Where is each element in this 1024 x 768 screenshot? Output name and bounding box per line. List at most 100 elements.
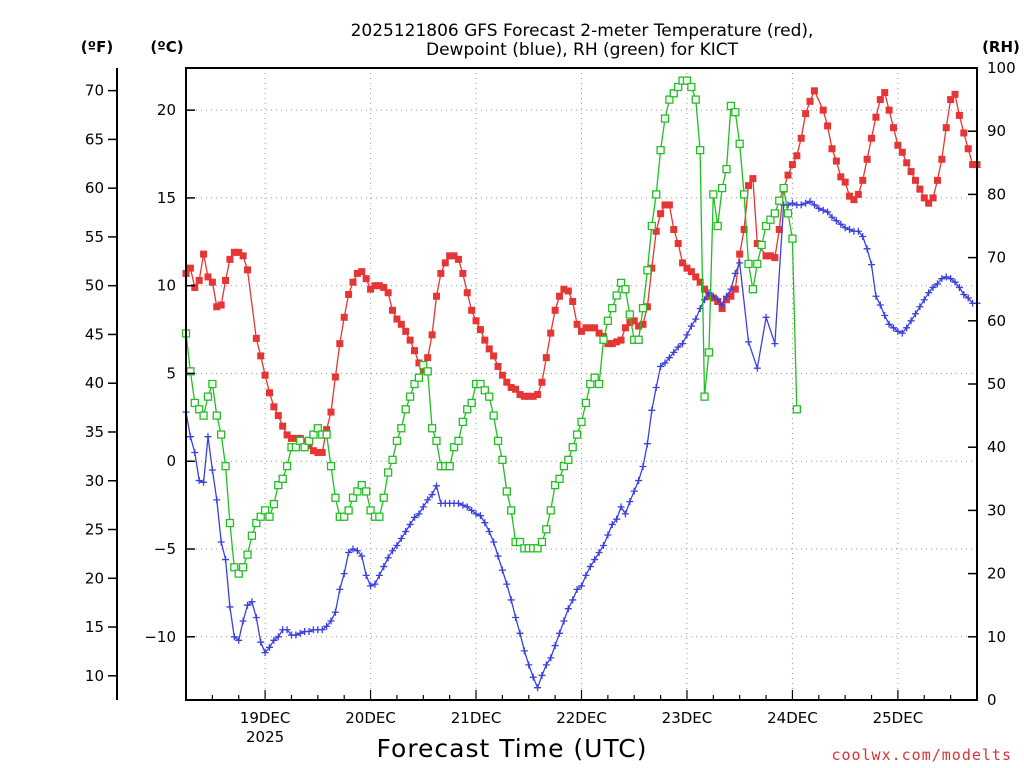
data-point bbox=[274, 633, 282, 641]
data-point bbox=[265, 389, 273, 397]
data-point bbox=[283, 431, 291, 439]
data-point bbox=[305, 628, 313, 636]
credit-link[interactable]: coolwx.com/modelts bbox=[831, 746, 1012, 764]
data-point bbox=[503, 580, 511, 588]
celsius-tick-label: 5 bbox=[166, 364, 176, 382]
time-tick-label: 25DEC bbox=[873, 709, 924, 727]
data-point bbox=[498, 566, 506, 574]
data-point bbox=[467, 398, 476, 408]
data-point bbox=[472, 317, 480, 325]
data-point bbox=[630, 487, 638, 495]
series-2-meter-dewpoint bbox=[182, 197, 981, 692]
data-point bbox=[599, 335, 608, 344]
data-point bbox=[525, 392, 533, 400]
data-point bbox=[489, 411, 498, 420]
data-point bbox=[723, 292, 731, 300]
data-point bbox=[217, 301, 225, 309]
data-point bbox=[257, 638, 265, 646]
data-point bbox=[459, 269, 467, 277]
data-point bbox=[534, 684, 542, 692]
data-point bbox=[459, 501, 467, 509]
data-point bbox=[753, 364, 761, 372]
data-point bbox=[191, 283, 199, 291]
data-point bbox=[547, 329, 555, 337]
data-point bbox=[749, 175, 757, 183]
data-point bbox=[955, 283, 963, 291]
data-point bbox=[203, 392, 213, 401]
data-point bbox=[850, 196, 858, 204]
data-point bbox=[657, 362, 665, 370]
data-point bbox=[485, 392, 494, 401]
data-point bbox=[512, 385, 520, 393]
data-point bbox=[894, 141, 902, 149]
data-point bbox=[353, 547, 361, 555]
data-point bbox=[419, 360, 428, 370]
data-point bbox=[569, 596, 577, 604]
data-series bbox=[181, 76, 981, 692]
data-point bbox=[331, 493, 340, 502]
data-point bbox=[230, 248, 238, 256]
celsius-unit-label: (ºC) bbox=[150, 38, 183, 56]
data-point bbox=[635, 322, 643, 330]
data-point bbox=[226, 255, 234, 263]
data-point bbox=[490, 352, 498, 360]
data-point bbox=[340, 512, 349, 521]
data-point bbox=[542, 525, 551, 534]
data-point bbox=[326, 462, 336, 471]
data-point bbox=[916, 303, 924, 311]
data-point bbox=[362, 487, 371, 496]
data-point bbox=[748, 285, 758, 294]
data-point bbox=[643, 440, 651, 448]
data-point bbox=[775, 196, 784, 205]
fahrenheit-tick-label: 65 bbox=[85, 130, 104, 148]
data-point bbox=[195, 405, 204, 414]
time-tick-label: 23DEC bbox=[662, 709, 713, 727]
data-point bbox=[792, 405, 801, 414]
data-point bbox=[200, 250, 208, 258]
data-point bbox=[872, 113, 880, 121]
data-point bbox=[238, 563, 248, 572]
data-point bbox=[191, 448, 199, 456]
celsius-tick-label: 20 bbox=[157, 101, 176, 119]
data-point bbox=[969, 161, 977, 169]
fahrenheit-tick-label: 30 bbox=[85, 472, 104, 490]
data-point bbox=[402, 527, 410, 535]
data-point bbox=[190, 398, 199, 408]
fahrenheit-tick-label: 70 bbox=[85, 82, 104, 100]
data-point bbox=[383, 468, 393, 477]
chart-title-line2: Dewpoint (blue), RH (green) for KICT bbox=[426, 40, 739, 60]
data-point bbox=[634, 335, 643, 344]
data-point bbox=[594, 379, 604, 389]
data-point bbox=[832, 157, 840, 165]
data-point bbox=[200, 478, 208, 486]
data-point bbox=[617, 503, 625, 511]
data-point bbox=[683, 264, 691, 272]
data-point bbox=[279, 422, 287, 430]
data-point bbox=[608, 340, 616, 348]
data-point bbox=[550, 480, 560, 490]
series-2-meter-temperature bbox=[182, 87, 981, 456]
data-point bbox=[775, 226, 783, 234]
data-point bbox=[234, 569, 243, 578]
fahrenheit-tick-label: 50 bbox=[85, 277, 104, 295]
celsius-tick-label: 10 bbox=[157, 277, 176, 295]
data-point bbox=[573, 585, 581, 593]
data-point bbox=[846, 192, 854, 200]
data-point bbox=[414, 373, 424, 382]
data-point bbox=[380, 563, 388, 571]
rh-axis: 0 10 20 30 40 50 60 70 80 90 100 bbox=[968, 59, 1016, 709]
fahrenheit-tick-label: 25 bbox=[85, 521, 104, 539]
data-point bbox=[938, 155, 946, 163]
data-point bbox=[911, 176, 919, 184]
data-point bbox=[608, 520, 616, 528]
data-point bbox=[806, 97, 814, 105]
data-point bbox=[903, 159, 911, 167]
data-point bbox=[586, 324, 594, 332]
data-point bbox=[639, 463, 647, 471]
data-point bbox=[261, 371, 269, 379]
data-point bbox=[810, 87, 818, 95]
data-point bbox=[274, 480, 283, 490]
data-point bbox=[727, 285, 735, 293]
data-point bbox=[480, 386, 489, 395]
